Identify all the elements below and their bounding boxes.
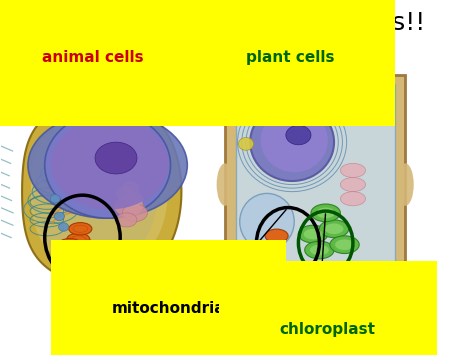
Circle shape (59, 223, 69, 231)
Ellipse shape (304, 229, 322, 239)
Ellipse shape (397, 163, 414, 206)
Ellipse shape (77, 240, 100, 253)
Ellipse shape (32, 114, 158, 269)
Ellipse shape (286, 125, 311, 145)
Ellipse shape (45, 112, 171, 218)
Ellipse shape (290, 288, 340, 300)
Ellipse shape (299, 225, 328, 243)
Ellipse shape (127, 192, 143, 206)
FancyBboxPatch shape (225, 75, 405, 294)
FancyBboxPatch shape (236, 84, 395, 285)
Ellipse shape (67, 233, 90, 246)
Text: Mitochondria are in both cells!!: Mitochondria are in both cells!! (34, 11, 426, 35)
Circle shape (238, 137, 254, 150)
Ellipse shape (261, 109, 328, 172)
Text: animal cells: animal cells (42, 50, 144, 65)
Ellipse shape (250, 103, 334, 181)
Ellipse shape (265, 229, 288, 242)
Ellipse shape (28, 112, 187, 218)
Ellipse shape (58, 239, 82, 251)
Ellipse shape (340, 192, 365, 206)
Text: plant cells: plant cells (246, 50, 334, 65)
Ellipse shape (116, 213, 137, 227)
Ellipse shape (116, 186, 133, 201)
Text: mitochondria: mitochondria (111, 301, 225, 316)
Ellipse shape (340, 178, 365, 192)
Ellipse shape (316, 208, 335, 218)
Ellipse shape (340, 163, 365, 178)
Ellipse shape (69, 223, 92, 235)
Ellipse shape (240, 193, 294, 250)
Ellipse shape (217, 163, 233, 206)
Ellipse shape (290, 69, 340, 81)
Ellipse shape (335, 239, 354, 250)
Circle shape (55, 212, 64, 221)
Ellipse shape (305, 241, 334, 259)
Ellipse shape (51, 118, 168, 209)
Text: chloroplast: chloroplast (280, 322, 376, 337)
Ellipse shape (95, 142, 137, 174)
PathPatch shape (31, 114, 168, 270)
Ellipse shape (319, 220, 349, 237)
Ellipse shape (325, 223, 344, 234)
Ellipse shape (114, 195, 143, 217)
Ellipse shape (311, 204, 340, 222)
Ellipse shape (122, 181, 139, 195)
PathPatch shape (22, 99, 182, 284)
Ellipse shape (122, 204, 147, 222)
Ellipse shape (310, 245, 329, 255)
Circle shape (50, 195, 60, 203)
Ellipse shape (330, 236, 359, 253)
